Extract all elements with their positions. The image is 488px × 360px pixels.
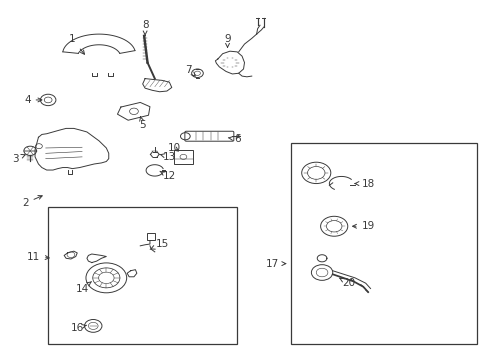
Text: 20: 20 — [339, 278, 355, 288]
Text: 15: 15 — [150, 239, 168, 249]
Text: 9: 9 — [224, 35, 230, 48]
Text: 13: 13 — [160, 152, 176, 162]
Text: 7: 7 — [185, 65, 195, 76]
Text: 17: 17 — [265, 258, 285, 269]
Bar — [290, 143, 476, 344]
Text: 12: 12 — [160, 171, 176, 181]
Text: 5: 5 — [139, 117, 146, 130]
Bar — [146, 233, 155, 240]
Text: 8: 8 — [142, 20, 148, 36]
Text: 6: 6 — [228, 134, 240, 144]
Text: 10: 10 — [167, 143, 181, 153]
Bar — [48, 207, 237, 344]
Text: 16: 16 — [70, 323, 86, 333]
Text: 14: 14 — [75, 282, 91, 293]
Text: 2: 2 — [22, 195, 42, 208]
Text: 19: 19 — [352, 221, 374, 231]
Text: 4: 4 — [24, 95, 42, 105]
Text: 11: 11 — [27, 252, 49, 261]
Text: 3: 3 — [12, 154, 25, 164]
Text: 18: 18 — [354, 179, 374, 189]
Bar — [174, 150, 192, 164]
Text: 1: 1 — [69, 35, 84, 54]
